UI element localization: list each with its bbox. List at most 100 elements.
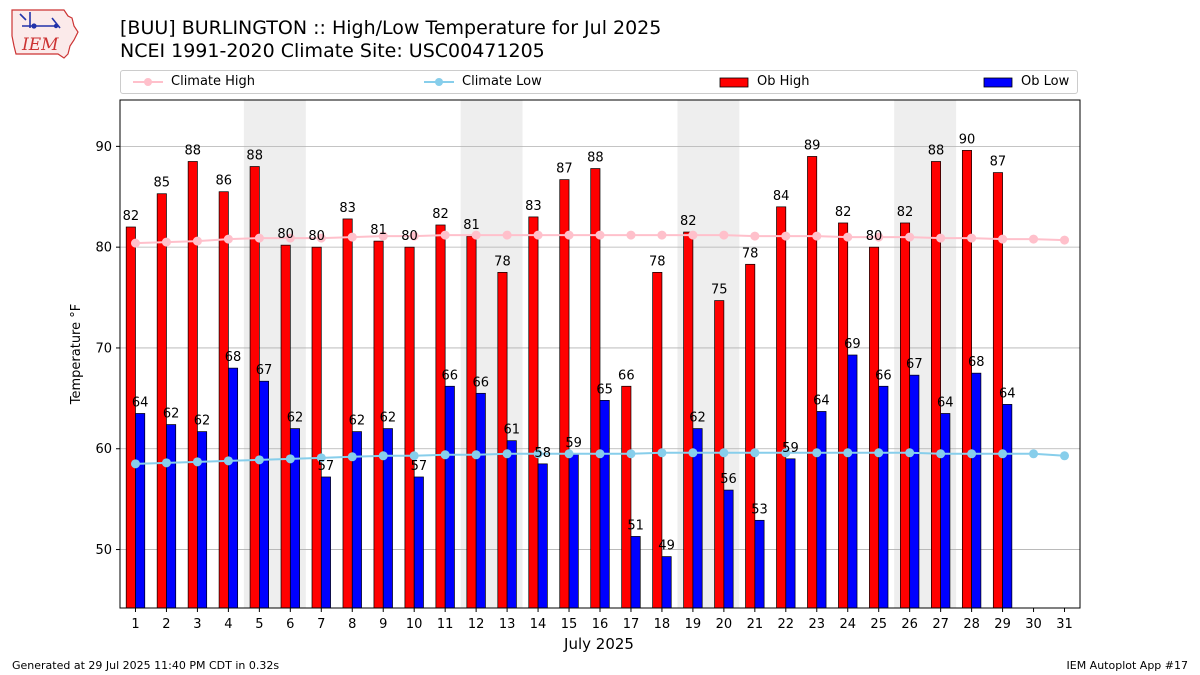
- climate-high-point-2: [161, 237, 171, 247]
- ob-low-label-27: 64: [937, 395, 954, 410]
- weekend-shading: [243, 100, 957, 608]
- legend-entry-ob-low: Ob Low: [983, 74, 1069, 89]
- ob-low-label-1: 64: [132, 395, 149, 410]
- ob-low-bar-17: [630, 536, 641, 609]
- ob-high-bar-15: [559, 179, 570, 609]
- climate-low-point-19: [688, 448, 698, 458]
- climate-high-point-9: [378, 231, 388, 241]
- ob-high-bar-27: [931, 161, 941, 609]
- climate-low-point-10: [409, 451, 419, 461]
- climate-high-point-12: [471, 230, 481, 240]
- legend-label-ob-low: Ob Low: [1021, 74, 1070, 89]
- y-tick-label-60: 60: [95, 442, 112, 457]
- ob-high-bar-22: [776, 206, 787, 609]
- ob-high-label-4: 86: [215, 174, 232, 189]
- x-tick-label-26: 26: [901, 617, 918, 632]
- chart-legend: Climate High Climate Low Ob High Ob Low: [120, 70, 1078, 94]
- ob-low-bar-1: [135, 413, 146, 609]
- ob-high-bar-26: [900, 222, 911, 609]
- climate-low-point-7: [316, 453, 326, 463]
- ob-high-bar-11: [435, 224, 446, 609]
- ob-high-label-19: 82: [680, 214, 697, 229]
- ob-low-label-17: 51: [627, 518, 644, 533]
- x-tick-label-22: 22: [778, 617, 795, 632]
- ob-high-label-13: 78: [494, 254, 511, 269]
- ob-low-label-8: 62: [349, 414, 366, 429]
- ob-high-bar-25: [869, 246, 880, 609]
- climate-high-point-18: [657, 230, 667, 240]
- ob-low-bar-6: [289, 428, 300, 609]
- ob-low-label-3: 62: [194, 414, 211, 429]
- ob-high-bar-23: [807, 156, 818, 609]
- ob-high-bar-8: [342, 218, 353, 609]
- grid-lines: [120, 145, 1080, 550]
- climate-low-point-29: [998, 449, 1008, 459]
- ob-low-label-28: 68: [968, 355, 985, 370]
- ob-high-label-28: 90: [959, 132, 976, 147]
- ob-low-bar-20: [723, 489, 734, 609]
- ob-low-bar-4: [228, 367, 239, 609]
- ob-high-label-2: 85: [154, 176, 171, 191]
- ob-low-bar-18: [661, 556, 672, 609]
- x-axis-label: July 2025: [563, 635, 634, 653]
- climate-high-point-15: [564, 230, 574, 240]
- ob-low-bar-2: [166, 424, 177, 609]
- ob-low-label-5: 67: [256, 363, 273, 378]
- weekend-shade-2: [677, 100, 740, 608]
- climate-lines: [130, 230, 1070, 469]
- climate-high-point-14: [533, 230, 543, 240]
- ob-low-label-26: 67: [906, 357, 923, 372]
- ob-high-label-24: 82: [835, 205, 852, 220]
- ob-low-label-25: 66: [875, 368, 892, 383]
- chart-title: [BUU] BURLINGTON :: High/Low Temperature…: [120, 17, 662, 39]
- ob-low-bar-8: [351, 431, 362, 609]
- ob-low-bar-13: [506, 440, 517, 609]
- y-tick-label-80: 80: [95, 241, 112, 256]
- legend-entry-ob-high: Ob High: [719, 74, 810, 89]
- legend-entry-climate-low: Climate Low: [424, 74, 542, 89]
- ob-low-label-16: 65: [596, 382, 613, 397]
- ob-low-bar-21: [754, 519, 765, 609]
- climate-low-point-12: [471, 450, 481, 460]
- ob-high-label-16: 88: [587, 151, 604, 166]
- ob-high-label-14: 83: [525, 199, 542, 214]
- ob-high-bar-17: [621, 385, 632, 609]
- climate-low-point-3: [192, 457, 202, 467]
- climate-low-point-9: [378, 451, 388, 461]
- bar-value-labels: 82 85 88 86 88 80 80 83 81 80 82 81 78 83 87 88 66 78 82 75…: [123, 132, 1016, 553]
- x-tick-label-19: 19: [685, 617, 702, 632]
- x-tick-label-6: 6: [286, 617, 294, 632]
- plot-frame: [119, 99, 1081, 609]
- climate-high-point-5: [254, 233, 264, 243]
- x-tick-label-30: 30: [1025, 617, 1042, 632]
- climate-high-point-29: [998, 234, 1008, 244]
- ob-high-bar-2: [156, 193, 167, 609]
- x-tick-label-15: 15: [561, 617, 578, 632]
- x-tick-label-8: 8: [348, 617, 356, 632]
- ob-low-bar-3: [197, 431, 208, 609]
- ob-high-bar-13: [497, 272, 508, 609]
- ob-high-label-1: 82: [123, 209, 140, 224]
- x-tick-label-29: 29: [994, 617, 1011, 632]
- ob-low-label-18: 49: [658, 539, 675, 554]
- ob-high-bar-16: [590, 168, 601, 609]
- ob-low-bar-23: [816, 411, 827, 609]
- legend-label-climate-high: Climate High: [171, 74, 256, 89]
- ob-low-bar-22: [785, 458, 796, 609]
- ob-low-bar-5: [259, 380, 269, 609]
- climate-high-point-8: [347, 232, 357, 242]
- climate-low-point-8: [347, 452, 357, 462]
- ob-low-label-11: 66: [442, 368, 459, 383]
- climate-low-point-6: [285, 454, 295, 464]
- climate-high-point-17: [626, 230, 636, 240]
- climate-high-point-19: [688, 230, 698, 240]
- ob-high-label-5: 88: [246, 149, 263, 164]
- ob-low-label-23: 64: [813, 393, 830, 408]
- ob-low-bar-19: [692, 428, 703, 609]
- legend-swatch-ob-high: [719, 77, 749, 87]
- climate-low-point-25: [874, 448, 884, 458]
- ob-low-bar-16: [599, 400, 610, 609]
- ob-high-bar-14: [528, 216, 539, 609]
